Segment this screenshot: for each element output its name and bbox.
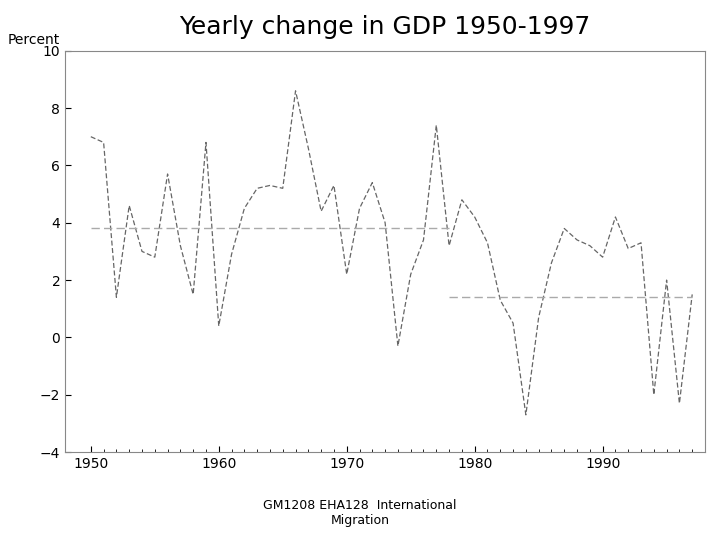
Title: Yearly change in GDP 1950-1997: Yearly change in GDP 1950-1997 xyxy=(179,15,590,39)
Text: Percent: Percent xyxy=(8,32,60,46)
Text: GM1208 EHA128  International
Migration: GM1208 EHA128 International Migration xyxy=(264,499,456,527)
